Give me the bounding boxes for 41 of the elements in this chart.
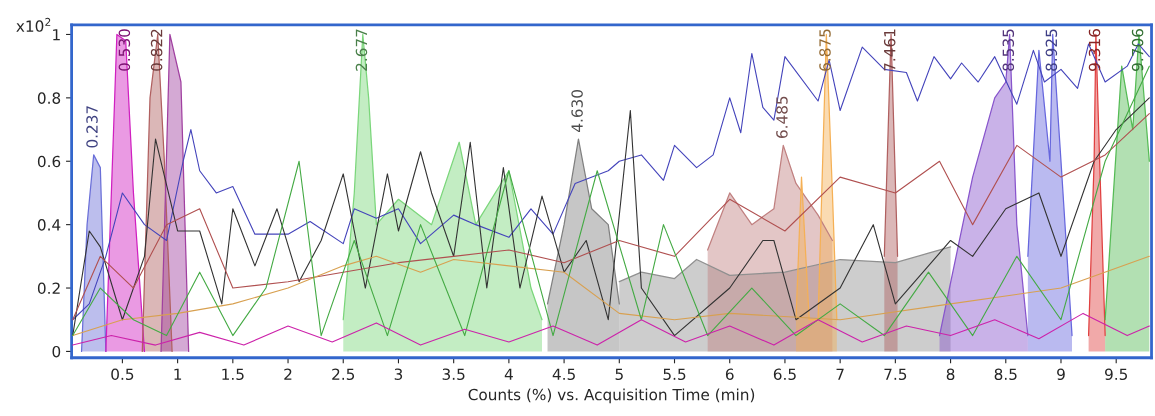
- x-tick-label: 1: [174, 368, 182, 380]
- y-axis-title: x10$^{2}$: [16, 17, 51, 32]
- x-tick-label: 7.5: [884, 368, 907, 380]
- annotation: 4.630: [571, 90, 583, 132]
- x-tick-label: 2.5: [332, 368, 355, 380]
- x-tick-label: 3.5: [442, 368, 465, 380]
- x-tick-label: 8.5: [994, 368, 1017, 380]
- line-series: [72, 312, 1150, 346]
- x-tick-label: 6.5: [773, 368, 796, 380]
- annotation: 7.461: [883, 29, 896, 71]
- x-tick-label: 2: [284, 368, 292, 380]
- y-tick-label: 0.4: [37, 219, 61, 231]
- y-tick-label: 0.2: [37, 282, 60, 295]
- y-tick-label: 0: [52, 345, 61, 358]
- annotation: 6.485: [776, 96, 788, 138]
- x-tick-label: 3: [394, 368, 403, 380]
- annotation: 6.875: [819, 29, 831, 71]
- annotation: 2.677: [355, 29, 368, 71]
- x-tick-label: 5: [615, 368, 623, 380]
- x-tick-label: 5.5: [663, 368, 686, 380]
- x-tick-label: 1.5: [222, 368, 244, 380]
- annotation: 8.925: [1045, 29, 1058, 71]
- x-tick-label: 4: [504, 368, 513, 380]
- y-tick-label: 0.6: [37, 155, 61, 168]
- annotation: 8.535: [1002, 29, 1015, 71]
- annotation: 0.822: [150, 29, 163, 71]
- x-tick-label: 8: [946, 368, 955, 380]
- annotation: 0.237: [86, 106, 98, 148]
- x-tick-label: 0.5: [111, 368, 134, 380]
- x-tick-label: 4.5: [552, 368, 575, 380]
- annotation: 9.706: [1131, 29, 1144, 71]
- annotation: 0.530: [118, 29, 131, 71]
- y-tick-label: 1: [53, 29, 60, 41]
- x-tick-label: 6: [725, 368, 734, 380]
- x-axis-title: Counts (%) vs. Acquisition Time (min): [468, 388, 755, 404]
- x-tick-label: 7: [836, 368, 844, 380]
- x-tick-label: 9.5: [1105, 368, 1128, 380]
- x-tick-label: 9: [1057, 368, 1065, 380]
- line-series: [72, 255, 1150, 337]
- y-tick-label: 0.8: [37, 92, 61, 104]
- annotation: 9.316: [1088, 29, 1101, 71]
